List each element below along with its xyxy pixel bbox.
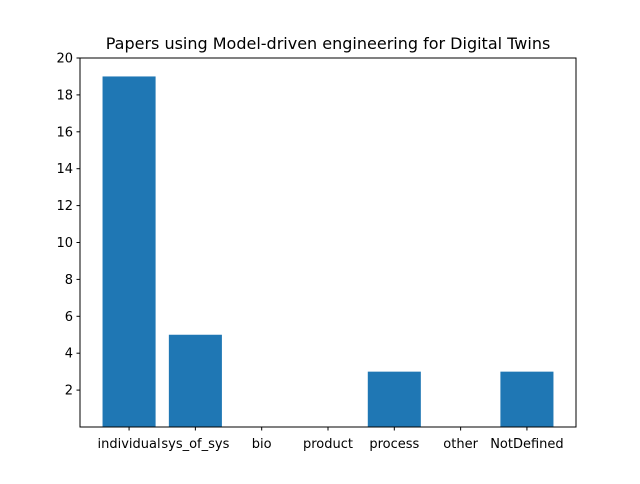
bar-individual bbox=[102, 76, 156, 427]
bar-process bbox=[367, 371, 421, 427]
y-tick-label: 16 bbox=[56, 125, 73, 140]
y-tick-label: 8 bbox=[65, 273, 73, 288]
x-tick-label: bio bbox=[252, 437, 272, 452]
x-tick-label: product bbox=[303, 437, 353, 452]
x-axis: individual sys_of_sys bio product process oth… bbox=[98, 427, 564, 452]
y-tick-label: 4 bbox=[65, 347, 73, 362]
y-tick-label: 10 bbox=[56, 236, 73, 251]
bar-sys_of_sys bbox=[168, 334, 222, 427]
bar-NotDefined bbox=[500, 371, 554, 427]
y-tick-label: 18 bbox=[56, 88, 73, 103]
x-tick-label: NotDefined bbox=[490, 437, 563, 452]
x-tick-label: sys_of_sys bbox=[161, 437, 229, 452]
y-axis: 2 4 6 8 10 12 14 16 18 20 bbox=[56, 52, 80, 399]
y-tick-label: 2 bbox=[65, 384, 73, 399]
y-tick-label: 14 bbox=[56, 162, 73, 177]
x-tick-label: process bbox=[369, 437, 419, 452]
y-tick-label: 12 bbox=[56, 199, 73, 214]
y-tick-label: 20 bbox=[56, 52, 73, 67]
y-tick-label: 6 bbox=[65, 310, 73, 325]
plot-frame bbox=[79, 57, 577, 428]
x-tick-label: other bbox=[443, 437, 478, 452]
chart-title: Papers using Model-driven engineering fo… bbox=[106, 34, 551, 53]
bars-layer bbox=[102, 76, 554, 427]
x-tick-label: individual bbox=[98, 437, 161, 452]
